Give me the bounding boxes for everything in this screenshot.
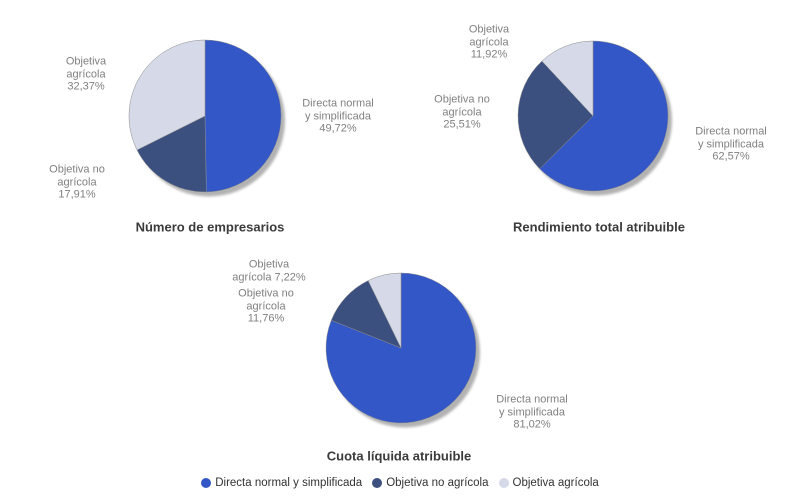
pie-slice-objetiva-no-agricola[interactable] [517,60,594,170]
legend-marker-icon [201,478,212,488]
legend-label: Objetiva agrícola [512,477,599,489]
legend-marker-icon [498,478,509,488]
pie-slice-objetiva-agricola[interactable] [128,39,206,151]
legend-item-directa-normal-y-simplificada[interactable]: Directa normal y simplificada [201,477,362,489]
legend-label: Directa normal y simplificada [215,477,363,489]
pie-slice-objetiva-agricola[interactable] [367,272,402,349]
chart-title-cuota-liquida-atribuible: Cuota líquida atribuible [326,448,472,464]
legend-marker-icon [372,478,383,488]
pie-chart-cuota-liquida-atribuible [325,272,480,428]
chart-title-rendimiento-total-atribuible: Rendimiento total atribuible [513,219,685,235]
pie-chart-rendimiento-total-atribuible [517,40,672,196]
chart-title-numero-de-empresarios: Número de empresarios [135,219,285,235]
pie-slice-directa-normal-y-simplificada[interactable] [539,40,669,192]
pie-chart-numero-de-empresarios [128,39,285,197]
pie-slice-objetiva-agricola[interactable] [541,40,594,117]
legend-item-objetiva-no-agricola[interactable]: Objetiva no agrícola [372,477,489,489]
pie-slice-directa-normal-y-simplificada[interactable] [204,39,282,193]
pie-slice-directa-normal-y-simplificada[interactable] [325,272,477,424]
pie-slice-objetiva-no-agricola[interactable] [136,115,207,193]
legend-label: Objetiva no agrícola [386,477,489,489]
legend-item-objetiva-agricola[interactable]: Objetiva agrícola [498,477,599,489]
chart-legend: Directa normal y simplificada Objetiva no… [0,477,800,489]
